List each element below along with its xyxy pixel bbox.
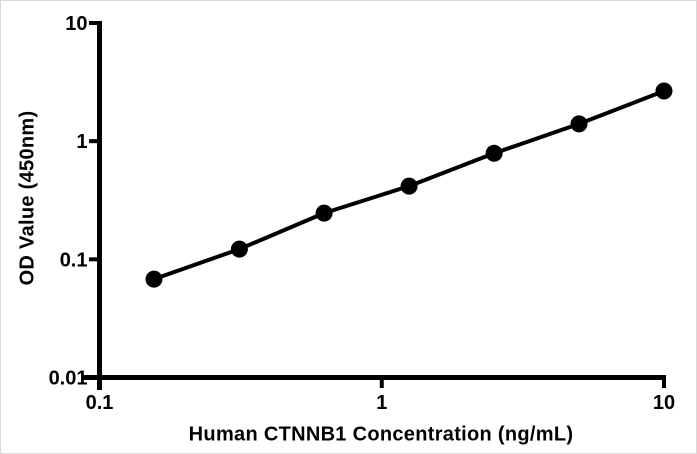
data-point [230,240,248,258]
y-tick-label: 1 [76,131,87,153]
x-tick-label: 10 [653,392,675,414]
x-tick-label: 0.1 [86,392,114,414]
data-point [655,82,673,100]
y-tick-label: 10 [65,13,87,35]
y-tick-label: 0.1 [60,249,88,271]
x-axis-line [83,375,666,380]
x-tick [662,380,666,388]
data-point [315,204,333,222]
y-tick-label: 0.01 [49,368,88,390]
y-tick [89,257,97,262]
x-tick [379,380,384,388]
y-tick [89,375,97,380]
data-point [145,270,163,288]
y-tick [89,139,97,144]
data-point [570,115,588,133]
x-tick-label: 1 [376,392,387,414]
y-axis-line [97,21,102,390]
data-point [485,144,503,162]
data-point [400,177,418,195]
x-tick [97,380,102,388]
y-tick [89,21,97,25]
